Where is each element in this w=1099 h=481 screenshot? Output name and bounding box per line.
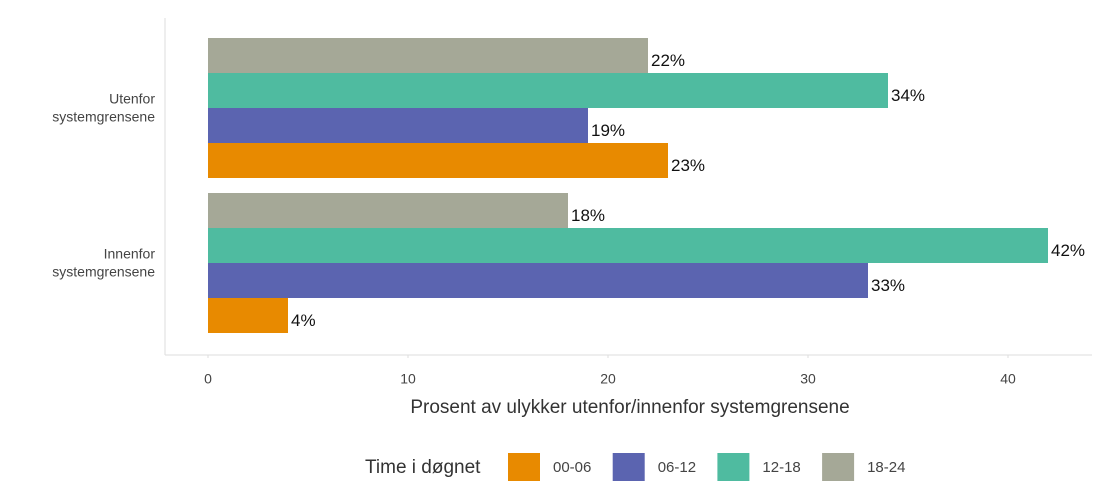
y-tick-label: systemgrensene bbox=[52, 264, 155, 280]
x-tick-label: 0 bbox=[204, 371, 212, 387]
y-tick-label: Utenfor bbox=[109, 91, 155, 107]
x-tick-label: 10 bbox=[400, 371, 416, 387]
bar bbox=[208, 108, 588, 143]
legend-label: 00-06 bbox=[553, 459, 591, 476]
value-label: 33% bbox=[871, 276, 905, 295]
bar bbox=[208, 73, 888, 108]
legend-title: Time i døgnet bbox=[365, 457, 481, 478]
bar bbox=[208, 143, 668, 178]
value-label: 34% bbox=[891, 86, 925, 105]
legend-key bbox=[612, 453, 645, 481]
legend-key bbox=[508, 453, 540, 481]
value-label: 18% bbox=[571, 206, 605, 225]
bar bbox=[208, 38, 648, 73]
bar bbox=[208, 263, 868, 298]
bar bbox=[208, 228, 1048, 263]
x-tick-label: 20 bbox=[600, 371, 616, 387]
legend-key bbox=[822, 453, 855, 481]
value-label: 4% bbox=[291, 311, 316, 330]
legend-label: 06-12 bbox=[658, 459, 696, 476]
value-label: 19% bbox=[591, 121, 625, 140]
y-tick-label: systemgrensene bbox=[52, 109, 155, 125]
value-label: 23% bbox=[671, 156, 705, 175]
x-tick-label: 40 bbox=[1000, 371, 1016, 387]
legend-label: 18-24 bbox=[867, 459, 905, 476]
x-tick-label: 30 bbox=[800, 371, 816, 387]
value-label: 22% bbox=[651, 51, 685, 70]
x-axis-label: Prosent av ulykker utenfor/innenfor syst… bbox=[410, 397, 849, 418]
y-tick-label: Innenfor bbox=[104, 246, 156, 262]
legend-label: 12-18 bbox=[762, 459, 800, 476]
value-label: 42% bbox=[1051, 241, 1085, 260]
legend-key bbox=[717, 453, 750, 481]
bar bbox=[208, 298, 288, 333]
bar bbox=[208, 193, 568, 228]
